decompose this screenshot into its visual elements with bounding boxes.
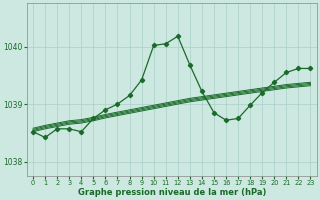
X-axis label: Graphe pression niveau de la mer (hPa): Graphe pression niveau de la mer (hPa): [77, 188, 266, 197]
